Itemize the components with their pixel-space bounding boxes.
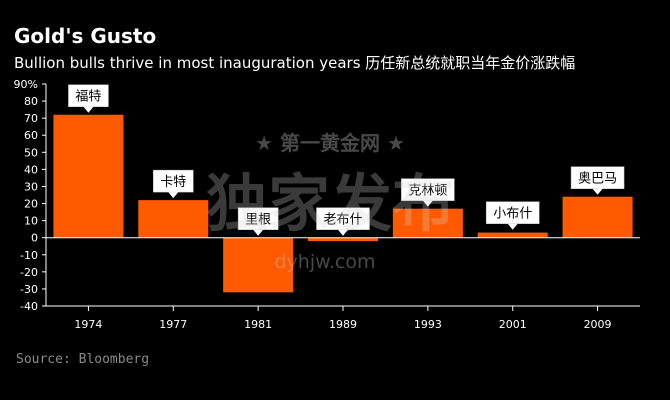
chart-title: Gold's Gusto [14,24,157,48]
x-tick-label: 1989 [329,318,357,331]
data-label-pointer [168,192,179,199]
y-tick-label: 0 [31,232,38,245]
y-tick-label: 30 [24,180,38,193]
data-label: 老布什 [323,213,362,228]
y-tick-label: 40 [24,163,38,176]
data-label: 克林顿 [408,184,447,199]
y-tick-label: -20 [20,266,38,279]
y-tick-label: 80 [24,95,38,108]
x-tick-label: 1981 [244,318,272,331]
bar [562,196,633,238]
y-tick-label: 70 [24,112,38,125]
data-label-pointer [253,229,264,236]
source-note: Source: Bloomberg [16,352,150,367]
data-label: 福特 [75,90,101,105]
x-tick-label: 2001 [499,318,527,331]
bar [477,232,548,238]
data-label: 小布什 [493,207,532,222]
y-tick-label: 90% [14,78,38,91]
data-label-pointer [338,229,348,236]
bar [223,237,294,293]
y-tick-label: -40 [20,300,38,313]
bar [53,114,124,238]
bar [138,200,209,238]
x-tick-label: 2009 [584,318,612,331]
bar [392,208,463,238]
data-label: 奥巴马 [578,172,617,187]
x-tick-label: 1974 [74,318,102,331]
data-label-pointer [507,223,518,230]
y-tick-label: -30 [20,283,38,296]
y-tick-label: 10 [24,215,38,228]
data-label: 里根 [245,213,271,228]
data-label-pointer [422,200,433,207]
data-label-pointer [83,106,94,113]
y-tick-label: -10 [20,249,38,262]
bar [308,237,378,242]
y-tick-label: 60 [24,129,38,142]
y-tick-label: 50 [24,146,38,159]
chart-subtitle: Bullion bulls thrive in most inauguratio… [14,54,576,72]
y-tick-label: 20 [24,198,38,211]
data-label: 卡特 [160,175,186,190]
data-label-pointer [592,188,603,195]
x-tick-label: 1977 [159,318,187,331]
x-tick-label: 1993 [414,318,442,331]
